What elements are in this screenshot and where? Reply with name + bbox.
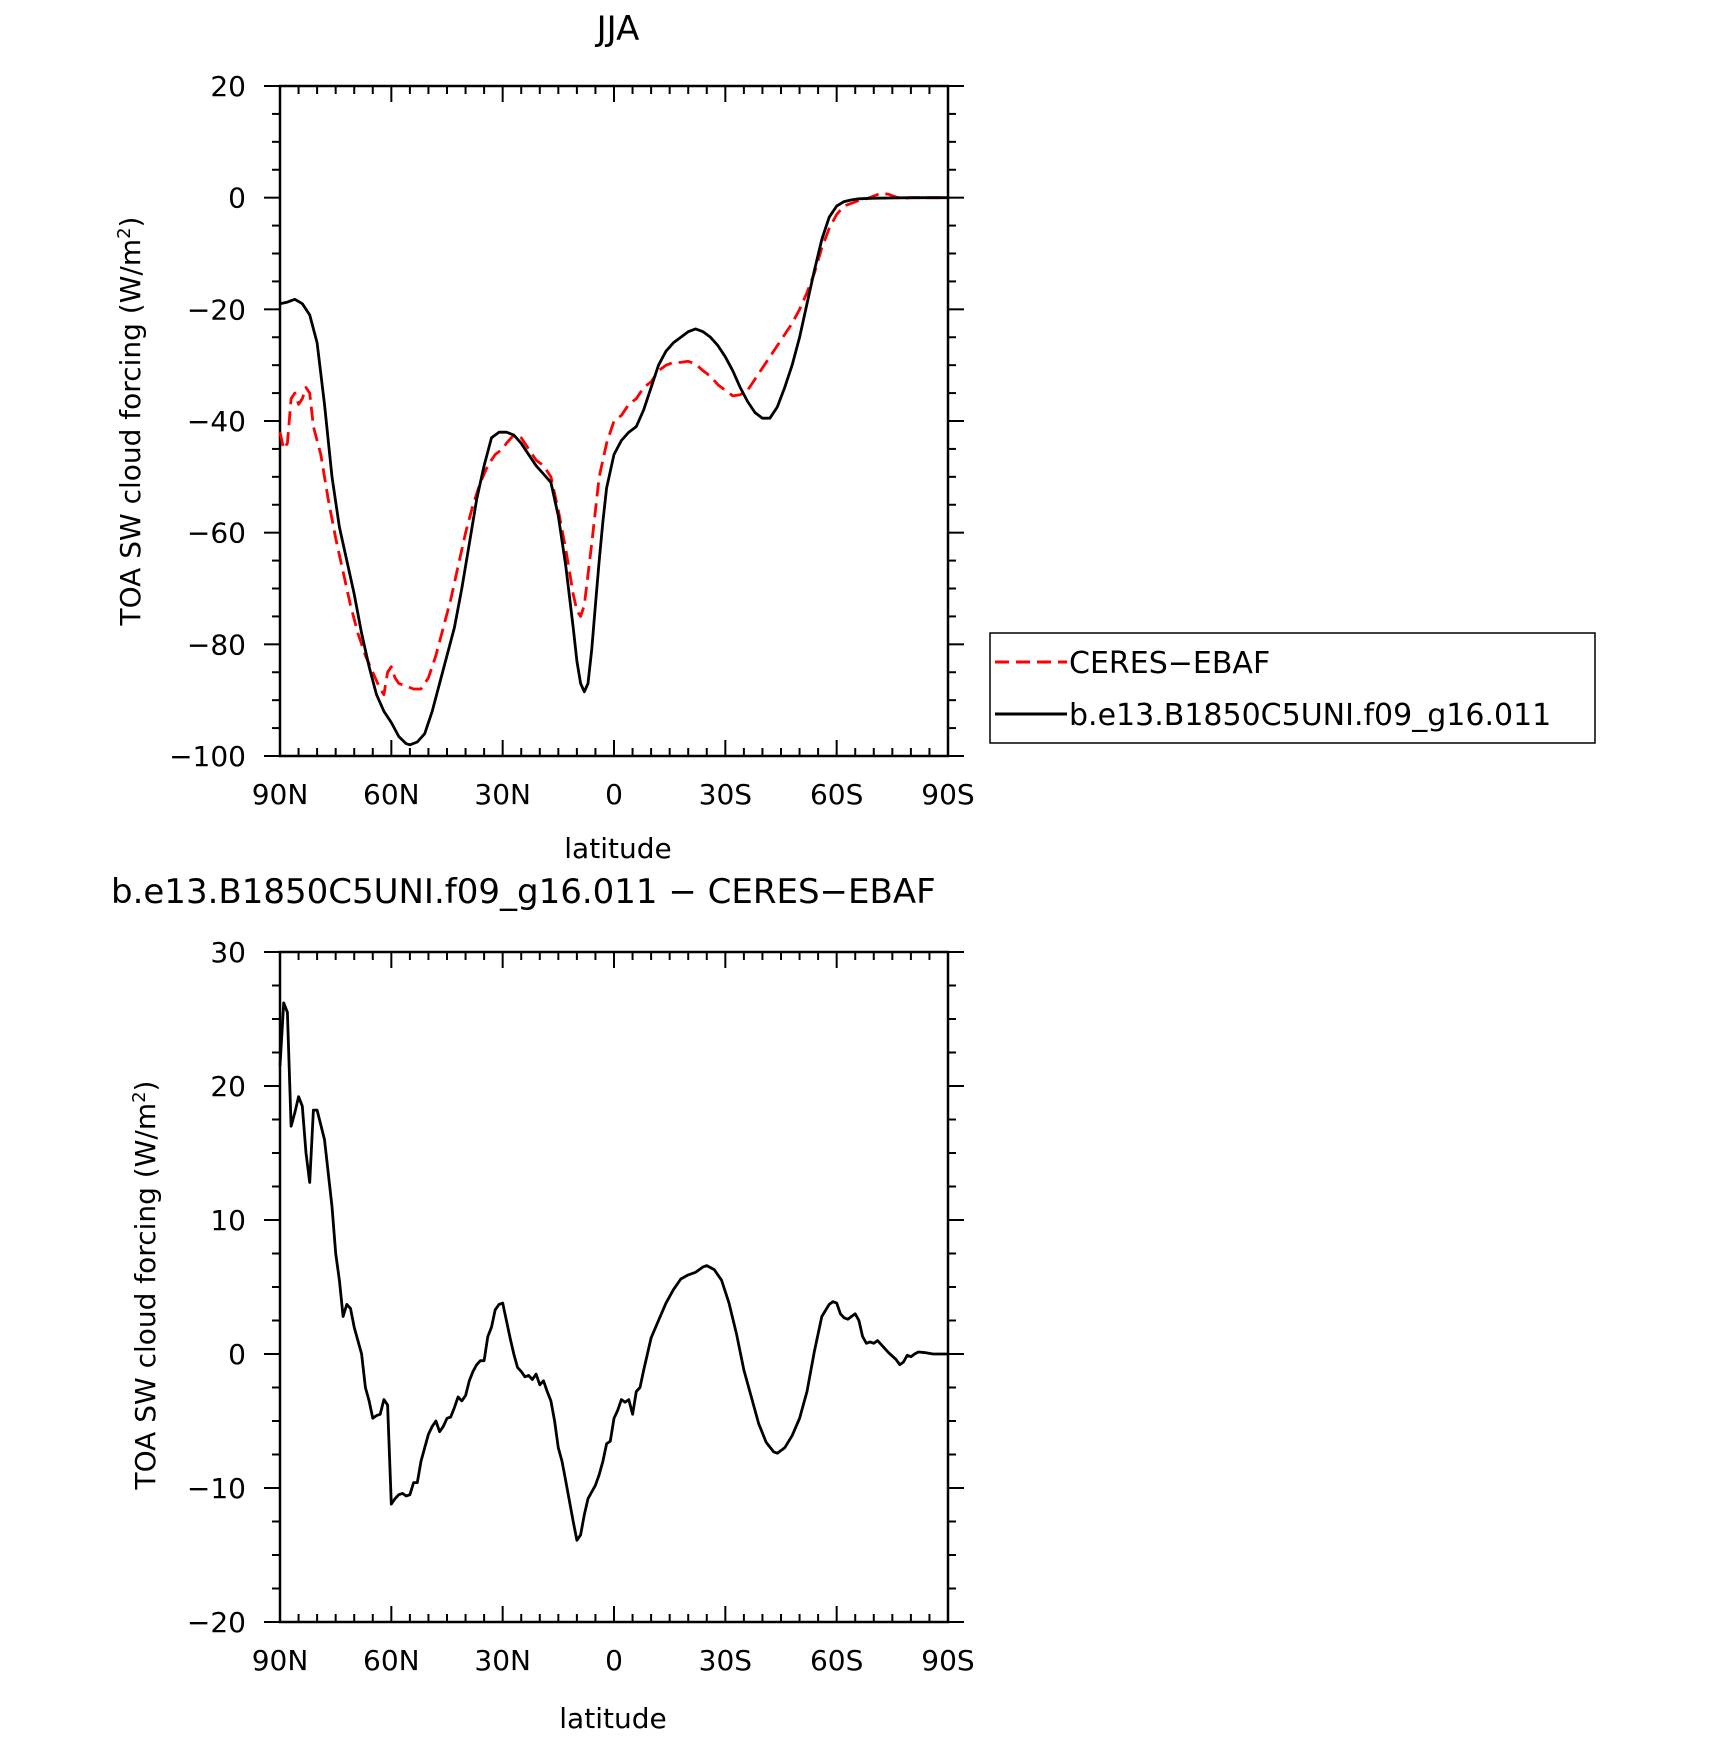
top-y-tick-label: −40 xyxy=(187,405,246,438)
legend-label-ceres-ebaf: CERES−EBAF xyxy=(1069,646,1270,681)
top-plot-area xyxy=(264,84,964,758)
legend-box xyxy=(989,632,1596,744)
top-y-axis-title: TOA SW cloud forcing (W/m2) xyxy=(114,217,147,627)
top-panel: JJA 20 0 −20 −40 −60 −80 −100 90N 60N 30N 0 30S 60S… xyxy=(114,9,1596,865)
top-y-tick-label: −100 xyxy=(169,740,246,773)
bottom-x-tick-label: 60N xyxy=(363,1644,420,1677)
top-x-tick-labels: 90N 60N 30N 0 30S 60S 90S xyxy=(252,778,975,811)
bottom-y-tick-label: −10 xyxy=(187,1472,246,1505)
top-x-tick-label: 90N xyxy=(252,778,309,811)
top-x-tick-label: 0 xyxy=(605,778,623,811)
bottom-y-tick-label: −20 xyxy=(187,1606,246,1639)
top-y-tick-labels: 20 0 −20 −40 −60 −80 −100 xyxy=(169,70,246,773)
top-x-tick-label: 90S xyxy=(921,778,974,811)
bottom-panel: b.e13.B1850C5UNI.f09_g16.011 − CERES−EBA… xyxy=(111,872,975,1735)
top-x-tick-label: 60S xyxy=(810,778,863,811)
top-panel-title: JJA xyxy=(595,9,640,49)
top-y-tick-label: 20 xyxy=(210,70,246,103)
bottom-x-tick-labels: 90N 60N 30N 0 30S 60S 90S xyxy=(252,1644,975,1677)
bottom-y-tick-label: 0 xyxy=(228,1338,246,1371)
top-x-axis-title: latitude xyxy=(564,832,671,865)
top-x-tick-label: 60N xyxy=(363,778,420,811)
bottom-x-axis-title: latitude xyxy=(559,1702,666,1735)
bottom-y-tick-labels: 30 20 10 0 −10 −20 xyxy=(187,936,246,1639)
bottom-x-tick-label: 30N xyxy=(474,1644,531,1677)
bottom-y-axis-title-base: TOA SW cloud forcing (W/m xyxy=(129,1103,162,1491)
top-y-axis-title-superscript: 2 xyxy=(114,227,135,238)
bottom-y-axis-title-end: ) xyxy=(129,1081,162,1092)
bottom-x-tick-label: 0 xyxy=(605,1644,623,1677)
top-y-tick-label: 0 xyxy=(228,182,246,215)
bottom-series-line-0 xyxy=(278,1001,948,1542)
top-y-tick-label: −80 xyxy=(187,628,246,661)
bottom-y-axis-title-superscript: 2 xyxy=(129,1091,150,1102)
bottom-x-tick-label: 90S xyxy=(921,1644,974,1677)
top-series-line-1 xyxy=(279,196,948,747)
top-x-tick-label: 30N xyxy=(474,778,531,811)
bottom-x-tick-label: 60S xyxy=(810,1644,863,1677)
legend: CERES−EBAF b.e13.B1850C5UNI.f09_g16.011 xyxy=(989,632,1596,744)
bottom-y-tick-label: 30 xyxy=(210,936,246,969)
top-x-tick-label: 30S xyxy=(699,778,752,811)
top-y-axis-title-end: ) xyxy=(114,217,147,228)
bottom-x-tick-label: 30S xyxy=(699,1644,752,1677)
bottom-y-tick-label: 20 xyxy=(210,1070,246,1103)
bottom-y-axis-title: TOA SW cloud forcing (W/m2) xyxy=(129,1081,162,1491)
bottom-panel-title: b.e13.B1850C5UNI.f09_g16.011 − CERES−EBA… xyxy=(111,872,936,912)
top-y-axis-title-base: TOA SW cloud forcing (W/m xyxy=(114,239,147,627)
top-y-tick-label: −60 xyxy=(187,517,246,550)
top-y-tick-label: −20 xyxy=(187,293,246,326)
bottom-y-tick-label: 10 xyxy=(210,1204,246,1237)
bottom-x-tick-label: 90N xyxy=(252,1644,309,1677)
bottom-plot-area xyxy=(264,950,964,1624)
legend-label-model: b.e13.B1850C5UNI.f09_g16.011 xyxy=(1069,698,1551,733)
